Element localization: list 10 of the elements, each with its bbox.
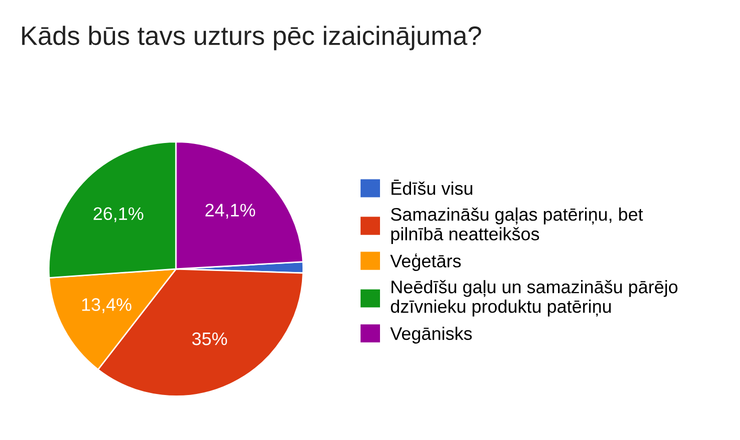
legend-label: Samazināšu gaļas patēriņu, bet pilnībā neatteikšos: [390, 207, 643, 244]
chart-title: Kāds būs tavs uzturs pēc izaicinājuma?: [22, 26, 482, 50]
data-label: 13,4%: [82, 298, 132, 314]
data-label: 35%: [192, 332, 228, 346]
legend-label: Veģetārs: [390, 253, 461, 271]
legend-label: Neēdīšu gaļu un samazināšu pārējo dzīvnieku produktu patēriņu: [390, 280, 678, 317]
data-label: 24,1%: [205, 204, 256, 219]
legend-label: Vegānisks: [390, 326, 472, 344]
legend-label: Ēdīšu visu: [392, 180, 472, 195]
data-label: 26,1%: [94, 207, 144, 222]
